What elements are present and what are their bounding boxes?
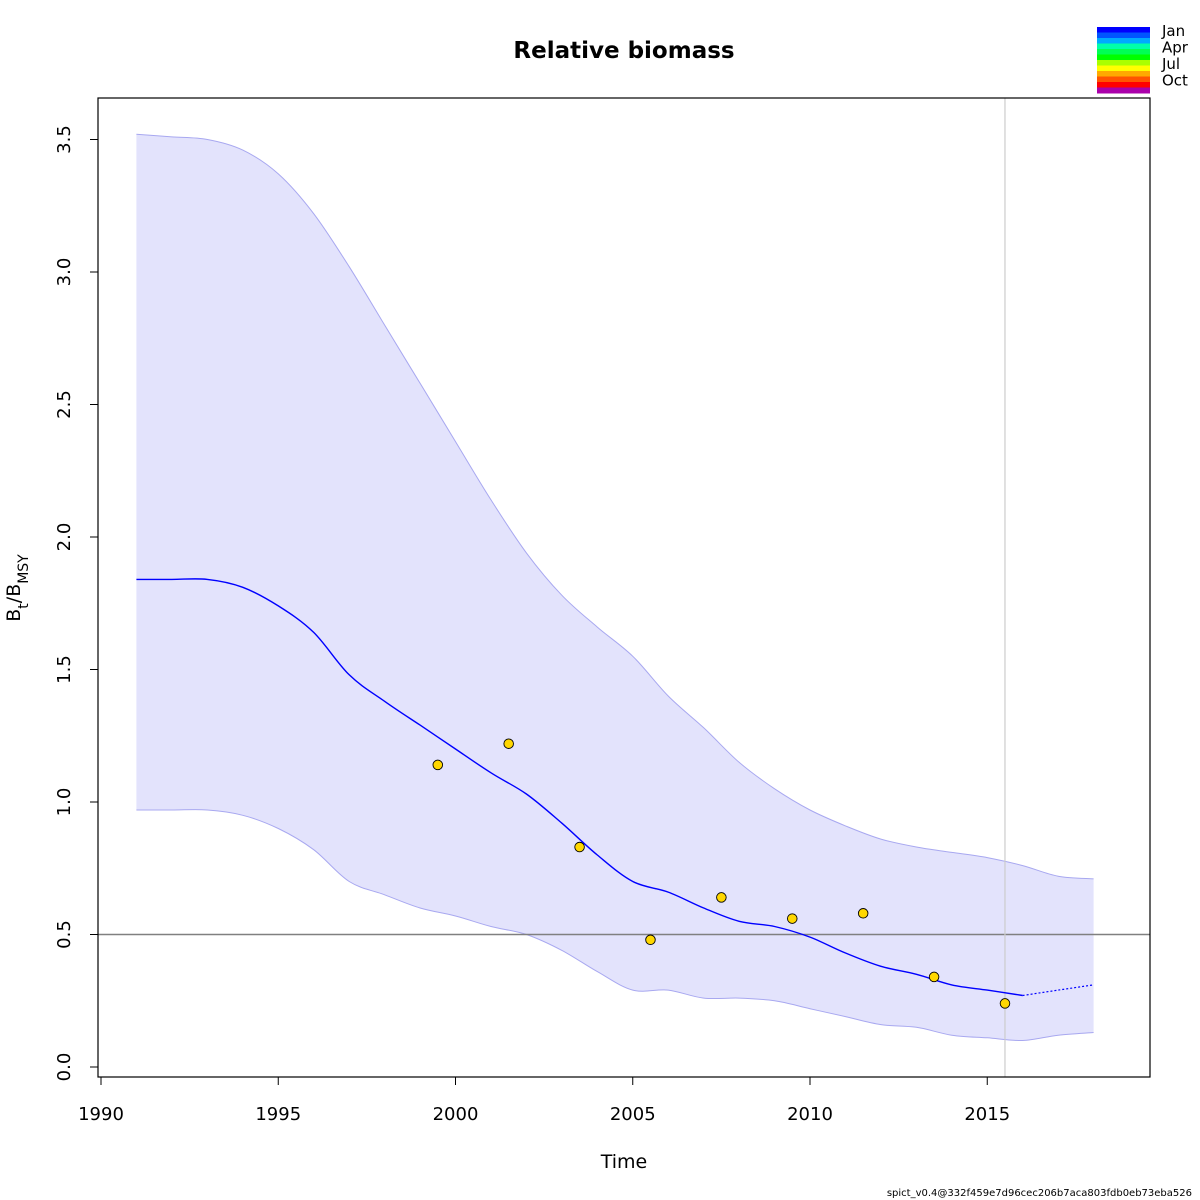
observation-points-layer — [432, 738, 1011, 1009]
observation-point — [432, 759, 444, 771]
x-axis-label: Time — [600, 1151, 648, 1173]
observation-point — [857, 908, 869, 919]
observation-point — [928, 971, 940, 983]
legend-color-swatch — [1097, 49, 1150, 55]
observation-point — [787, 913, 798, 924]
legend-color-swatch — [1097, 76, 1150, 83]
legend-color-swatch — [1097, 60, 1150, 66]
legend-color-swatch — [1097, 38, 1150, 44]
ci-lower-line — [136, 809, 1094, 1042]
y-tick-label: 2.0 — [54, 523, 75, 552]
y-tick-label: 1.0 — [54, 788, 75, 817]
confidence-band-layer — [136, 133, 1094, 1042]
legend-color-swatch — [1097, 27, 1150, 33]
legend-color-swatch — [1097, 65, 1150, 72]
observation-point — [716, 892, 727, 903]
x-tick-label: 1990 — [78, 1104, 124, 1125]
legend-label: Oct — [1162, 72, 1188, 90]
legend-label: Apr — [1162, 39, 1189, 57]
ci-upper-line — [136, 133, 1094, 880]
confidence-band — [136, 134, 1094, 1041]
y-tick-label: 3.0 — [54, 258, 75, 287]
x-tick-label: 2015 — [964, 1104, 1010, 1125]
legend-color-swatch — [1097, 82, 1150, 88]
y-axis-label-sub2: MSY — [16, 554, 32, 584]
y-tick-label: 0.5 — [54, 920, 75, 949]
x-tick-label: 2005 — [610, 1104, 656, 1125]
y-tick-label: 1.5 — [54, 655, 75, 684]
x-tick-label: 2010 — [787, 1104, 833, 1125]
lines-layer — [98, 98, 1150, 1077]
observation-point — [645, 934, 656, 946]
estimate-line — [136, 578, 1023, 997]
x-axis: 1990 1995 2000 2005 2010 2015 — [78, 1076, 1010, 1125]
y-tick-label: 3.5 — [54, 125, 75, 154]
y-axis-label-sub1: t — [16, 603, 32, 609]
legend-color-swatch — [1097, 87, 1150, 94]
legend-label: Jul — [1161, 55, 1180, 73]
legend-color-swatch — [1097, 32, 1150, 39]
y-tick-label: 0.0 — [54, 1053, 75, 1082]
version-footer: spict_v0.4@332f459e7d96cec206b7aca803fdb… — [887, 1188, 1192, 1199]
y-tick-label: 2.5 — [54, 390, 75, 419]
legend-color-swatch — [1097, 71, 1150, 77]
legend-label: Jan — [1161, 22, 1185, 40]
observation-point — [503, 738, 514, 749]
x-tick-label: 2000 — [433, 1104, 479, 1125]
prediction-line — [1022, 984, 1094, 997]
legend-color-swatch — [1097, 54, 1150, 61]
x-tick-label: 1995 — [255, 1104, 301, 1125]
y-axis-label-main: B — [3, 609, 25, 622]
observation-point — [999, 998, 1011, 1009]
y-axis: 0.0 0.5 1.0 1.5 2.0 2.5 3.0 3.5 — [54, 125, 99, 1082]
chart-title: Relative biomass — [513, 38, 734, 64]
y-axis-label: Bt/BMSY — [3, 554, 32, 622]
observation-point — [574, 841, 585, 853]
legend-color-swatch — [1097, 43, 1150, 50]
y-axis-label-sep: /B — [3, 584, 25, 603]
